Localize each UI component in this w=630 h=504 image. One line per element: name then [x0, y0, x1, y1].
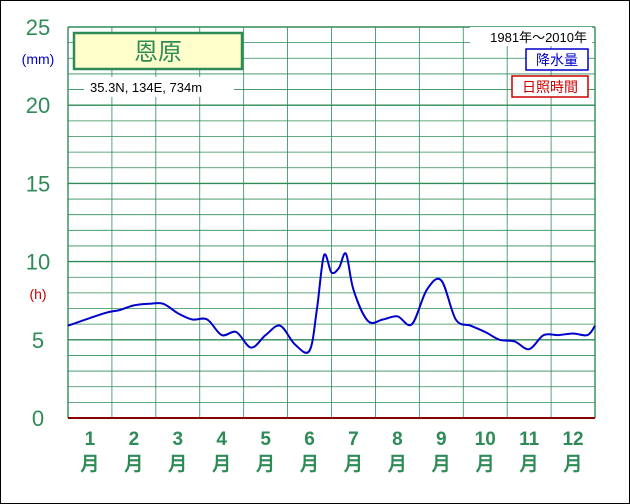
station-title-box [72, 31, 244, 71]
period-bg [470, 27, 592, 46]
x-tick-month-number: 7 [348, 429, 359, 450]
y-axis-ticks: 0 5 10 15 20 25 [26, 15, 50, 431]
x-tick-month-number: 8 [392, 429, 403, 450]
x-tick-month-number: 10 [475, 429, 496, 450]
location-bg [84, 77, 234, 97]
x-tick-month-unit: 月 [519, 454, 539, 475]
x-tick-month-unit: 月 [255, 454, 275, 475]
station-location: 35.3N, 134E, 734m [90, 80, 202, 95]
y-tick-label: 25 [26, 15, 50, 40]
x-tick-month-unit: 月 [211, 454, 231, 475]
x-tick-month-number: 5 [260, 429, 271, 450]
legend-precip-box[interactable] [525, 48, 589, 71]
x-tick-month-unit: 月 [123, 454, 143, 475]
y-axis-unit-h: (h) [29, 286, 46, 302]
x-tick-month-unit: 月 [431, 454, 451, 475]
x-tick-month-unit: 月 [387, 454, 407, 475]
x-tick-month-unit: 月 [167, 454, 187, 475]
x-tick-month-number: 11 [519, 429, 540, 450]
x-tick-month-number: 1 [85, 429, 96, 450]
station-name: 恩原 [134, 39, 182, 66]
y-axis-unit-mm: (mm) [22, 51, 55, 67]
x-tick-month-number: 6 [304, 429, 315, 450]
legend-sunshine-label: 日照時間 [522, 79, 578, 95]
period-label: 1981年〜2010年 [490, 30, 587, 45]
x-tick-month-unit: 月 [299, 454, 319, 475]
x-tick-month-unit: 月 [475, 454, 495, 475]
x-tick-month-unit: 月 [79, 454, 99, 475]
x-tick-month-number: 3 [173, 429, 184, 450]
x-tick-month-number: 12 [562, 429, 583, 450]
x-tick-month-unit: 月 [343, 454, 363, 475]
x-tick-month-number: 4 [216, 429, 227, 450]
y-tick-label: 5 [32, 328, 44, 353]
legend-sunshine-box[interactable] [511, 75, 589, 98]
x-tick-month-number: 2 [129, 429, 140, 450]
x-tick-month-number: 9 [436, 429, 447, 450]
series-layer [67, 252, 596, 354]
y-tick-label: 0 [32, 406, 44, 431]
y-tick-label: 15 [26, 171, 50, 196]
y-tick-label: 10 [26, 250, 50, 275]
y-tick-label: 20 [26, 93, 50, 118]
x-tick-month-unit: 月 [563, 454, 583, 475]
legend-precip-label: 降水量 [536, 52, 578, 68]
series-line-precipitation [67, 252, 596, 354]
x-axis-ticks: 1 月 2 月 3 月 4 月 5 月 6 月 7 月 8 月 9 月 10 月 11 月 12 月 [79, 429, 583, 475]
